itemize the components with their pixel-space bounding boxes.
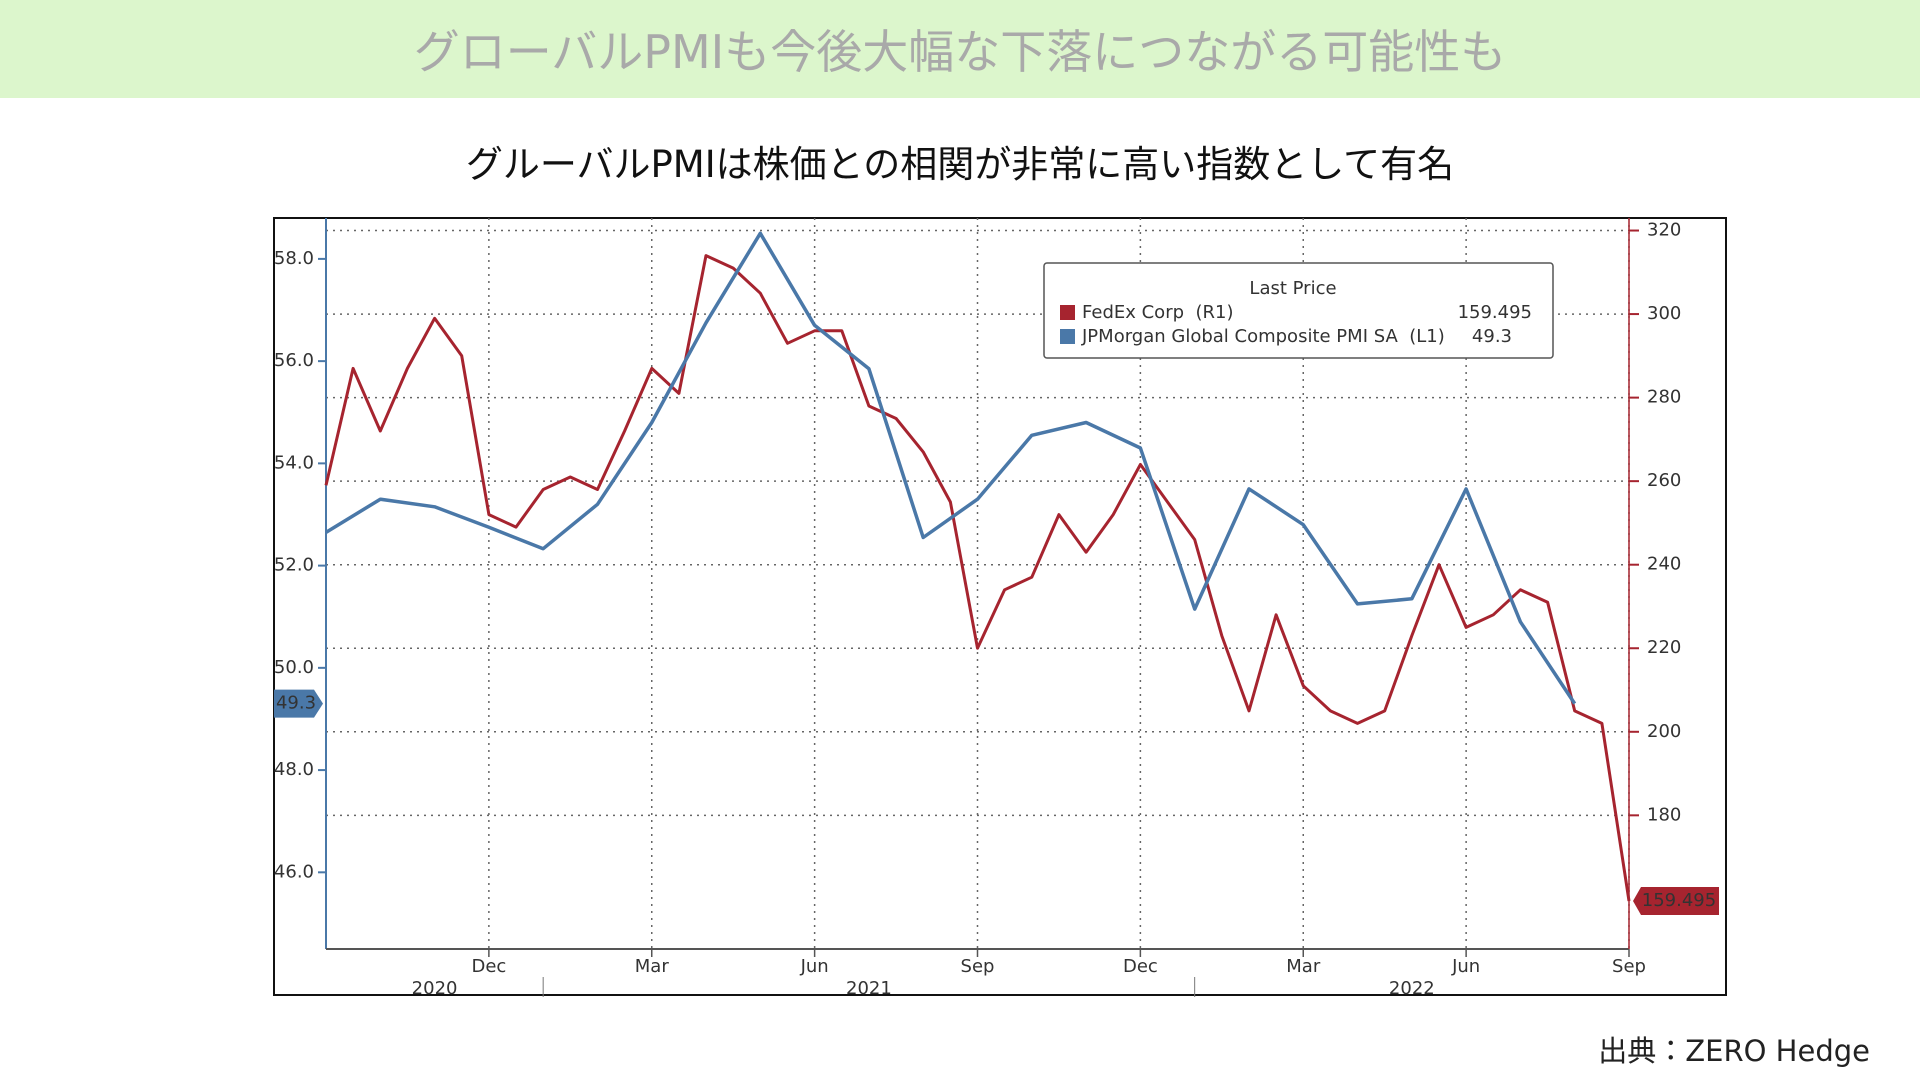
x-tick-label: Mar xyxy=(635,956,670,977)
source: 出典：ZERO Hedge xyxy=(1598,1034,1870,1068)
chart-title: グルーバルPMIは株価との相関が非常に高い指数として有名 xyxy=(465,143,1455,186)
y2-tick-label: 200 xyxy=(1647,721,1681,742)
banner-title: グローバルPMIも今後大幅な下落につながる可能性も xyxy=(413,25,1507,79)
legend-box xyxy=(1043,262,1554,359)
series-line xyxy=(324,254,1631,902)
banner: グローバルPMIも今後大幅な下落につながる可能性も xyxy=(0,0,1920,98)
callout-box xyxy=(1633,886,1719,915)
legend-swatch xyxy=(1060,305,1075,320)
y-tick-label: 58.0 xyxy=(274,248,314,269)
y2-tick-label: 240 xyxy=(1647,554,1681,575)
callout-label: 49.3 xyxy=(276,693,316,714)
legend: Last Price FedEx Corp (R1) 159.495 JPMorgan… xyxy=(1043,262,1554,359)
last-value-callout: 159.495 xyxy=(1633,886,1719,915)
x-tick-label: Jun xyxy=(800,956,829,977)
x-tick-label: Mar xyxy=(1286,956,1321,977)
y2-tick-label: 320 xyxy=(1647,220,1681,241)
x-tick-label: Dec xyxy=(471,956,506,977)
legend-title: Last Price xyxy=(1249,278,1336,299)
y2-tick-label: 180 xyxy=(1647,804,1681,825)
y2-tick-label: 260 xyxy=(1647,470,1681,491)
legend-value: 159.495 xyxy=(1458,302,1532,323)
last-value-callout: 49.3 xyxy=(274,689,323,718)
y2-tick-label: 220 xyxy=(1647,637,1681,658)
callout-box xyxy=(274,689,323,718)
x-tick-label: Sep xyxy=(961,956,995,977)
y2-tick-label: 300 xyxy=(1647,303,1681,324)
y-tick-label: 46.0 xyxy=(274,861,314,882)
y-tick-label: 50.0 xyxy=(274,657,314,678)
y-tick-label: 48.0 xyxy=(274,759,314,780)
x-tick-label: Jun xyxy=(1451,956,1480,977)
legend-label: JPMorgan Global Composite PMI SA (L1) xyxy=(1081,326,1445,347)
y2-tick-label: 280 xyxy=(1647,387,1681,408)
x-tick-label: Dec xyxy=(1123,956,1158,977)
chart-frame xyxy=(273,217,1727,996)
series-line xyxy=(325,231,1577,705)
y-tick-label: 54.0 xyxy=(274,452,314,473)
y-tick-label: 52.0 xyxy=(274,555,314,576)
year-label: 2021 xyxy=(846,978,892,999)
year-label: 2020 xyxy=(412,978,458,999)
legend-value: 49.3 xyxy=(1472,326,1512,347)
legend-label: FedEx Corp (R1) xyxy=(1082,302,1233,323)
y-tick-label: 56.0 xyxy=(274,350,314,371)
legend-swatch xyxy=(1060,329,1075,344)
x-tick-label: Sep xyxy=(1612,956,1646,977)
year-label: 2022 xyxy=(1389,978,1435,999)
callout-label: 159.495 xyxy=(1642,890,1716,911)
